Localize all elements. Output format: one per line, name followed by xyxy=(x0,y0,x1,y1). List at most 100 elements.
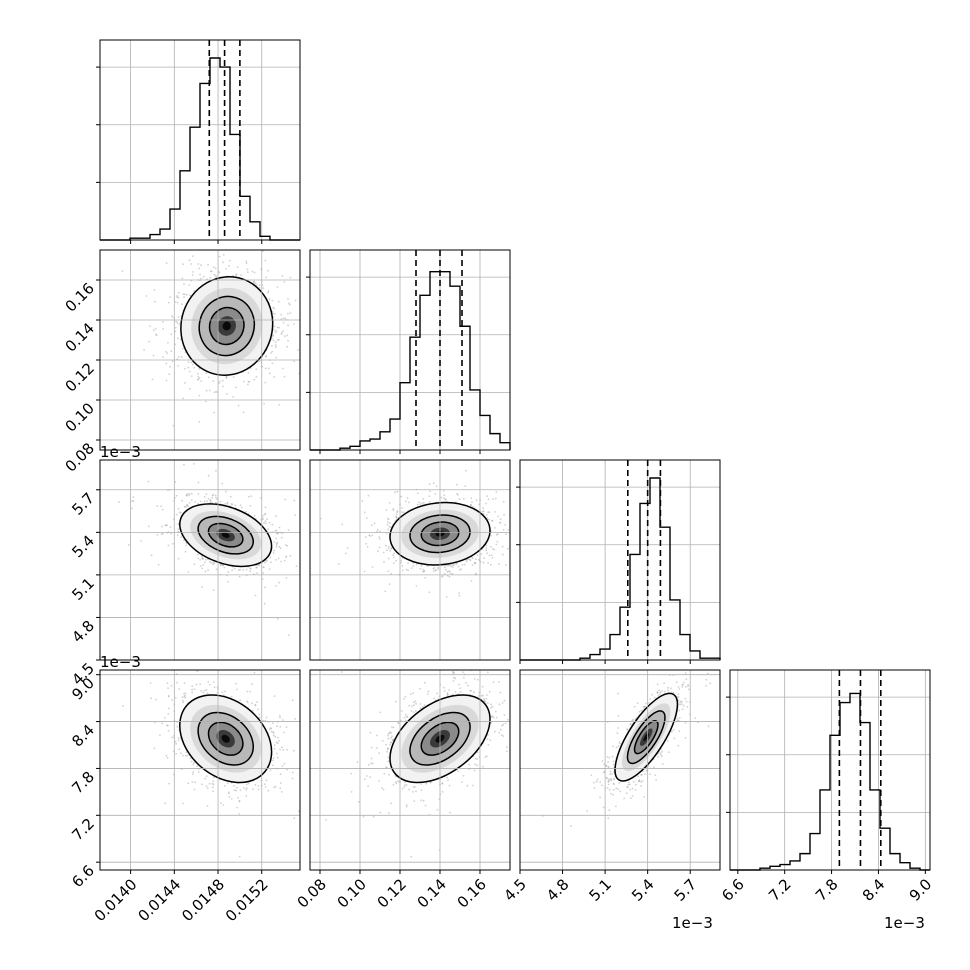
scatter-point xyxy=(167,301,170,304)
scatter-point xyxy=(180,536,183,539)
scatter-point xyxy=(206,278,209,280)
scatter-point xyxy=(437,566,439,569)
scatter-point xyxy=(262,287,265,289)
scatter-point xyxy=(171,542,174,545)
scatter-point xyxy=(289,276,292,279)
scatter-point xyxy=(378,546,381,549)
scatter-point xyxy=(188,370,191,373)
scatter-point xyxy=(401,511,403,513)
scatter-point xyxy=(268,568,271,570)
scatter-point xyxy=(212,493,215,496)
scatter-point xyxy=(412,562,414,564)
scatter-point xyxy=(214,274,217,277)
scatter-point xyxy=(254,783,257,786)
scatter-point xyxy=(121,270,124,272)
scatter-point xyxy=(166,756,169,759)
scatter-point xyxy=(496,533,499,535)
scatter-point xyxy=(388,526,391,528)
scatter-point xyxy=(317,328,319,330)
scatter-point xyxy=(226,501,229,504)
scatter-point xyxy=(207,681,210,683)
scatter-point xyxy=(502,501,505,503)
scatter-point xyxy=(184,550,187,553)
scatter-point xyxy=(249,570,251,573)
scatter-point xyxy=(275,546,278,548)
scatter-point xyxy=(199,559,202,561)
scatter-point xyxy=(486,495,489,497)
scatter-point xyxy=(275,537,277,540)
scatter-point xyxy=(445,596,448,598)
scatter-point xyxy=(174,481,177,483)
scatter-point xyxy=(176,358,179,360)
scatter-point xyxy=(177,523,180,525)
scatter-point xyxy=(214,267,217,270)
histogram-panel-1 xyxy=(306,250,511,451)
scatter-point xyxy=(393,552,396,555)
scatter-point xyxy=(202,564,205,566)
scatter-point xyxy=(268,372,271,375)
scatter-point xyxy=(262,566,265,568)
scatter-point xyxy=(273,325,276,328)
scatter-point xyxy=(475,558,477,561)
scatter-point xyxy=(483,557,486,560)
scatter-point xyxy=(177,557,180,560)
scatter-point xyxy=(218,255,221,258)
scatter-point xyxy=(455,483,458,486)
scatter-point xyxy=(512,537,514,539)
scatter-point xyxy=(206,500,208,502)
scatter-point xyxy=(188,294,191,297)
scatter-point xyxy=(246,268,249,271)
scatter-point xyxy=(264,259,267,262)
scatter-point xyxy=(177,528,180,530)
scatter-point xyxy=(274,331,277,334)
scatter-point xyxy=(264,560,267,562)
scatter-point xyxy=(183,505,186,508)
scatter-point xyxy=(221,482,224,485)
scatter-point xyxy=(487,561,489,564)
scatter-point xyxy=(406,497,409,499)
scatter-point xyxy=(392,554,394,557)
density-contour-5 xyxy=(221,532,230,538)
scatter-point xyxy=(253,271,256,274)
scatter-point xyxy=(264,367,267,370)
scatter-point xyxy=(263,602,266,605)
scatter-point xyxy=(155,334,158,337)
scatter-point xyxy=(506,547,509,550)
scatter-point xyxy=(272,552,275,554)
scatter-point xyxy=(419,568,422,570)
scatter-point xyxy=(160,533,163,535)
scatter-point xyxy=(280,536,283,539)
scatter-point xyxy=(451,566,454,569)
scatter-point xyxy=(401,564,404,567)
scatter-point xyxy=(266,559,268,562)
scatter-point xyxy=(175,742,178,745)
scatter-point xyxy=(193,761,196,764)
scatter-point xyxy=(435,485,438,488)
scatter-point xyxy=(273,549,275,552)
scatter-point xyxy=(189,387,191,390)
scatter-point xyxy=(183,283,185,285)
scatter-point xyxy=(282,321,285,324)
scatter-point xyxy=(172,316,175,319)
scatter-point xyxy=(280,331,283,334)
scatter-point xyxy=(415,585,418,587)
scatter-point xyxy=(405,568,408,571)
scatter-point xyxy=(281,532,284,535)
scatter-point xyxy=(187,505,190,507)
scatter-point xyxy=(426,565,429,567)
scatter-point xyxy=(287,339,289,342)
scatter-point xyxy=(165,350,168,353)
scatter-point xyxy=(262,572,264,574)
scatter-point xyxy=(275,356,278,359)
scatter-point xyxy=(169,526,172,528)
scatter-point xyxy=(156,505,159,507)
scatter-point xyxy=(293,817,296,820)
scatter-point xyxy=(210,501,213,504)
scatter-point xyxy=(388,502,391,504)
scatter-point xyxy=(234,504,237,507)
scatter-point xyxy=(200,277,202,280)
scatter-point xyxy=(315,354,317,356)
scatter-point xyxy=(433,566,436,569)
scatter-point xyxy=(499,522,502,524)
scatter-point xyxy=(184,694,186,697)
